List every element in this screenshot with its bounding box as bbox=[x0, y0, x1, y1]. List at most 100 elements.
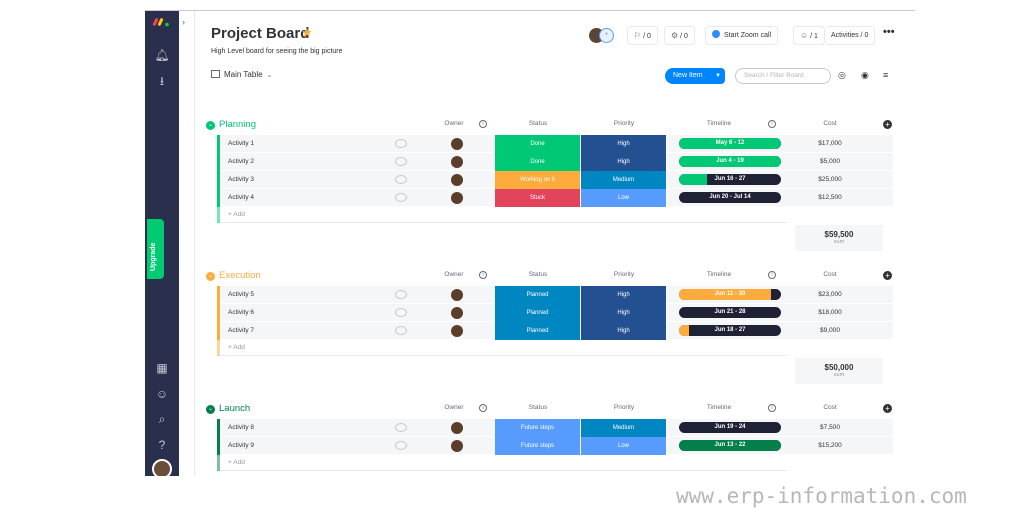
comment-bubble-icon[interactable] bbox=[395, 441, 407, 450]
owner-avatar[interactable] bbox=[451, 192, 463, 204]
owner-avatar[interactable] bbox=[451, 138, 463, 150]
status-cell[interactable]: Stuck bbox=[495, 189, 581, 207]
person-filter-icon[interactable]: ◎ bbox=[838, 70, 846, 80]
view-selector[interactable]: Main Table ⌄ bbox=[211, 70, 272, 79]
timeline-cell[interactable]: Jun 20 - Jul 14 bbox=[679, 192, 781, 203]
hide-icon[interactable]: ◉ bbox=[861, 70, 869, 80]
group-title[interactable]: Launch bbox=[219, 403, 251, 414]
add-column-icon[interactable]: + bbox=[883, 120, 892, 129]
item-name[interactable]: Activity 6 bbox=[228, 309, 255, 316]
column-header-owner[interactable]: Owner bbox=[444, 404, 464, 411]
timeline-cell[interactable]: Jun 4 - 19 bbox=[679, 156, 781, 167]
cost-value[interactable]: $18,000 bbox=[818, 309, 842, 316]
priority-cell[interactable]: Medium bbox=[581, 419, 667, 437]
comment-bubble-icon[interactable] bbox=[395, 157, 407, 166]
info-icon[interactable]: i bbox=[479, 404, 487, 412]
status-cell[interactable]: Future steps bbox=[495, 419, 581, 437]
item-name[interactable]: Activity 8 bbox=[228, 424, 255, 431]
comment-bubble-icon[interactable] bbox=[395, 193, 407, 202]
column-header-cost[interactable]: Cost bbox=[823, 120, 837, 127]
owner-avatar[interactable] bbox=[451, 325, 463, 337]
timeline-cell[interactable]: Jun 21 - 28 bbox=[679, 307, 781, 318]
item-name[interactable]: Activity 3 bbox=[228, 176, 255, 183]
status-cell[interactable]: Future steps bbox=[495, 437, 581, 455]
table-row[interactable]: Activity 8 Future steps Medium Jun 19 - 24 $… bbox=[217, 419, 893, 437]
priority-cell[interactable]: High bbox=[581, 322, 667, 340]
collapse-toggle-icon[interactable]: ⌄ bbox=[206, 121, 215, 130]
owner-avatar[interactable] bbox=[451, 307, 463, 319]
priority-cell[interactable]: High bbox=[581, 304, 667, 322]
owner-avatar[interactable] bbox=[451, 156, 463, 168]
guests-button[interactable]: ⚐/ 0 bbox=[627, 26, 658, 45]
column-header-timeline[interactable]: Timeline bbox=[706, 271, 732, 278]
column-header-owner[interactable]: Owner bbox=[444, 120, 464, 127]
comment-bubble-icon[interactable] bbox=[395, 139, 407, 148]
table-row[interactable]: Activity 6 Planned High Jun 21 - 28 $18,000 bbox=[217, 304, 893, 322]
table-row[interactable]: Activity 9 Future steps Low Jun 13 - 22 $15,… bbox=[217, 437, 893, 455]
owner-avatar[interactable] bbox=[451, 440, 463, 452]
column-header-priority[interactable]: Priority bbox=[613, 120, 635, 127]
column-header-timeline[interactable]: Timeline bbox=[706, 404, 732, 411]
cost-value[interactable]: $15,200 bbox=[818, 442, 842, 449]
zoom-call-button[interactable]: Start Zoom call bbox=[705, 26, 779, 45]
more-options-icon[interactable]: ••• bbox=[883, 26, 895, 38]
cost-value[interactable]: $9,000 bbox=[820, 327, 840, 334]
members-button[interactable]: ☺/ 1 bbox=[793, 26, 825, 45]
upgrade-button[interactable]: Upgrade bbox=[147, 219, 164, 279]
column-header-priority[interactable]: Priority bbox=[613, 404, 635, 411]
integrations-button[interactable]: ⚙/ 0 bbox=[664, 26, 695, 45]
status-cell[interactable]: Working on it bbox=[495, 171, 581, 189]
cost-value[interactable]: $12,500 bbox=[818, 194, 842, 201]
item-name[interactable]: Activity 2 bbox=[228, 158, 255, 165]
invite-user-icon[interactable]: ☺ bbox=[155, 387, 169, 401]
table-row[interactable]: Activity 3 Working on it Medium Jun 16 - 27… bbox=[217, 171, 893, 189]
status-cell[interactable]: Done bbox=[495, 135, 581, 153]
comment-bubble-icon[interactable] bbox=[395, 175, 407, 184]
column-header-status[interactable]: Status bbox=[528, 271, 548, 278]
comment-bubble-icon[interactable] bbox=[395, 308, 407, 317]
cost-value[interactable]: $7,500 bbox=[820, 424, 840, 431]
timeline-cell[interactable]: Jun 11 - 30 bbox=[679, 289, 781, 300]
column-header-timeline[interactable]: Timeline bbox=[706, 120, 732, 127]
item-name[interactable]: Activity 5 bbox=[228, 291, 255, 298]
filter-icon[interactable]: ≡ bbox=[883, 70, 889, 80]
owner-avatar[interactable] bbox=[451, 174, 463, 186]
column-header-owner[interactable]: Owner bbox=[444, 271, 464, 278]
inbox-icon[interactable]: ⭳ bbox=[159, 74, 165, 88]
comment-bubble-icon[interactable] bbox=[395, 326, 407, 335]
priority-cell[interactable]: Low bbox=[581, 437, 667, 455]
cost-value[interactable]: $23,000 bbox=[818, 291, 842, 298]
status-cell[interactable]: Planned bbox=[495, 304, 581, 322]
help-icon[interactable]: ? bbox=[158, 438, 166, 452]
status-cell[interactable]: Planned bbox=[495, 286, 581, 304]
calendar-icon[interactable]: ▦ bbox=[156, 361, 168, 375]
item-name[interactable]: Activity 7 bbox=[228, 327, 255, 334]
item-name[interactable]: Activity 1 bbox=[228, 140, 255, 147]
bell-icon[interactable]: 🔔︎ bbox=[154, 48, 170, 62]
add-column-icon[interactable]: + bbox=[883, 404, 892, 413]
table-row[interactable]: Activity 2 Done High Jun 4 - 19 $5,000 bbox=[217, 153, 893, 171]
timeline-cell[interactable]: Jun 18 - 27 bbox=[679, 325, 781, 336]
timeline-cell[interactable]: Jun 19 - 24 bbox=[679, 422, 781, 433]
table-row[interactable]: Activity 4 Stuck Low Jun 20 - Jul 14 $12,500 bbox=[217, 189, 893, 207]
column-header-cost[interactable]: Cost bbox=[823, 271, 837, 278]
search-input[interactable]: Search / Filter Board bbox=[735, 68, 831, 84]
status-cell[interactable]: Done bbox=[495, 153, 581, 171]
priority-cell[interactable]: High bbox=[581, 286, 667, 304]
add-item-row[interactable]: + Add bbox=[217, 340, 787, 356]
table-row[interactable]: Activity 1 Done High May 6 - 12 $17,000 bbox=[217, 135, 893, 153]
status-cell[interactable]: Planned bbox=[495, 322, 581, 340]
cost-value[interactable]: $5,000 bbox=[820, 158, 840, 165]
add-item-row[interactable]: + Add bbox=[217, 207, 787, 223]
table-row[interactable]: Activity 5 Planned High Jun 11 - 30 $23,000 bbox=[217, 286, 893, 304]
profile-avatar[interactable] bbox=[152, 459, 172, 476]
info-icon[interactable]: i bbox=[479, 120, 487, 128]
priority-cell[interactable]: High bbox=[581, 135, 667, 153]
owner-avatar[interactable] bbox=[451, 289, 463, 301]
activities-button[interactable]: Activities / 0 bbox=[825, 26, 876, 45]
info-icon[interactable]: i bbox=[768, 271, 776, 279]
sidebar-collapse-button[interactable]: › bbox=[179, 11, 195, 476]
item-name[interactable]: Activity 4 bbox=[228, 194, 255, 201]
comment-bubble-icon[interactable] bbox=[395, 290, 407, 299]
add-column-icon[interactable]: + bbox=[883, 271, 892, 280]
